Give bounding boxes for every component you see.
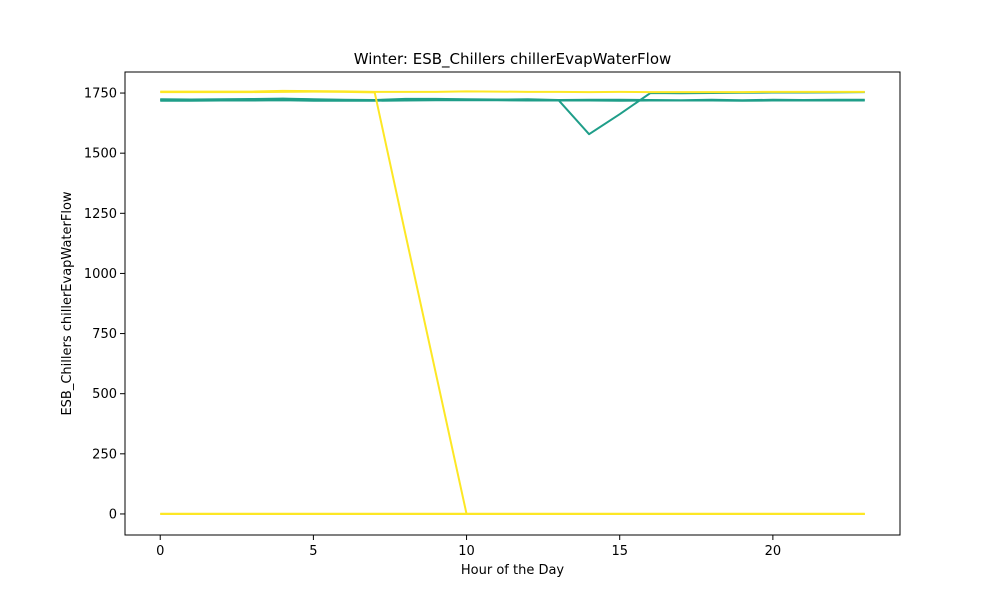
y-tick-label: 1500 [84,147,117,162]
x-tick-label: 5 [309,544,317,559]
x-axis: 0 5 10 15 20 [156,535,781,559]
series-layer [160,89,865,515]
x-tick-label: 10 [458,544,475,559]
plot-frame [124,71,901,536]
x-axis-label: Hour of the Day [461,563,565,578]
y-axis: 0 250 500 750 1000 1250 1500 1750 [84,87,125,522]
y-tick-label: 1250 [84,207,117,222]
y-tick-label: 500 [92,387,117,402]
y-tick-label: 1750 [84,87,117,102]
y-tick-label: 750 [92,327,117,342]
y-tick-label: 250 [92,447,117,462]
y-axis-label: ESB_Chillers chillerEvapWaterFlow [60,191,75,415]
series-line-4 [160,90,865,515]
x-tick-label: 15 [611,544,628,559]
series-line-3 [160,91,865,136]
chart-title: Winter: ESB_Chillers chillerEvapWaterFlo… [354,50,672,69]
y-tick-label: 0 [109,507,117,522]
x-tick-label: 0 [156,544,164,559]
x-tick-label: 20 [765,544,782,559]
series-line-5 [160,89,865,94]
y-tick-label: 1000 [84,267,117,282]
